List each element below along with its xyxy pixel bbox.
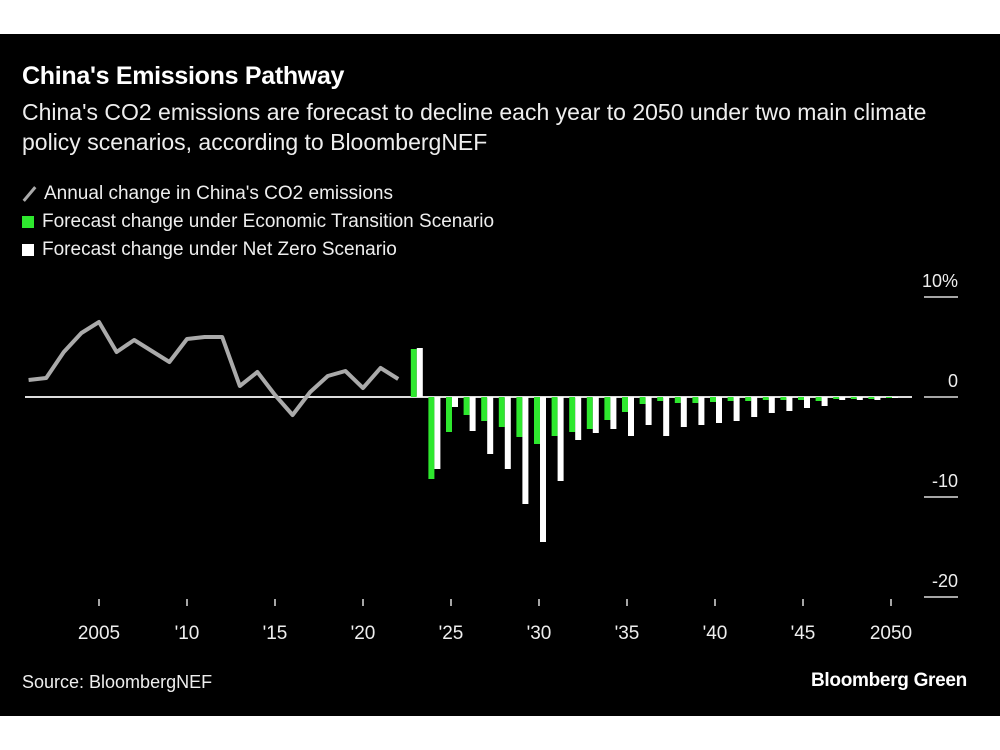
bar-net-zero — [469, 397, 476, 431]
bar-economic-transition — [762, 397, 769, 400]
legend-item-net-zero: Forecast change under Net Zero Scenario — [22, 236, 494, 264]
bar-net-zero — [487, 397, 494, 454]
green-swatch-icon — [22, 216, 34, 228]
plot-area: 10% 0 -10 -20 2005 '10 '15 '20 '25 '30 '35 '40 '45 20… — [25, 271, 958, 644]
bar-economic-transition — [886, 397, 892, 398]
bar-net-zero — [839, 397, 846, 400]
bar-net-zero — [751, 397, 758, 417]
bar-economic-transition — [534, 397, 540, 444]
source-note: Source: BloombergNEF — [22, 672, 213, 692]
bar-economic-transition — [745, 397, 752, 401]
bar-economic-transition — [516, 397, 523, 437]
bar-net-zero — [557, 397, 564, 481]
bar-net-zero — [540, 397, 546, 542]
emissions-line — [28, 320, 400, 417]
x-tick-label: '45 — [791, 623, 816, 644]
bar-economic-transition — [727, 397, 734, 401]
bar-economic-transition — [604, 397, 611, 420]
bar-economic-transition — [569, 397, 576, 432]
x-tick-label: '20 — [351, 623, 376, 644]
bar-economic-transition — [639, 397, 646, 404]
bar-economic-transition — [622, 397, 628, 412]
chart-subtitle: China's CO2 emissions are forecast to de… — [22, 99, 927, 155]
bar-net-zero — [680, 397, 687, 427]
y-tick-label: 0 — [948, 371, 958, 391]
bar-economic-transition — [710, 397, 716, 402]
white-swatch-icon — [22, 244, 34, 256]
legend-label: Forecast change under Economic Transitio… — [42, 211, 495, 232]
x-tick-label: '25 — [439, 623, 464, 644]
bar-economic-transition — [833, 397, 840, 399]
bar-economic-transition — [551, 397, 558, 436]
bar-net-zero — [804, 397, 810, 408]
bar-economic-transition — [428, 397, 435, 479]
bar-economic-transition — [850, 397, 857, 399]
bar-net-zero — [628, 397, 634, 436]
y-tick-label: -10 — [932, 471, 958, 491]
bar-net-zero — [575, 397, 582, 440]
bar-economic-transition — [463, 397, 470, 415]
x-tick-label: '40 — [703, 623, 728, 644]
bar-net-zero — [821, 397, 828, 406]
bar-economic-transition — [410, 349, 417, 397]
x-tick-label: '10 — [175, 623, 200, 644]
bar-net-zero — [892, 397, 898, 398]
chart-panel: China's Emissions Pathway China's CO2 em… — [0, 34, 1000, 716]
bar-net-zero — [856, 397, 863, 400]
bar-economic-transition — [498, 397, 505, 427]
legend-item-economic-transition: Forecast change under Economic Transitio… — [22, 208, 494, 236]
bar-net-zero — [434, 397, 441, 469]
chart-title: China's Emissions Pathway — [22, 62, 345, 90]
x-tick-label: 2050 — [870, 623, 912, 644]
bar-economic-transition — [868, 397, 875, 399]
x-tick-label: '15 — [263, 623, 288, 644]
bar-net-zero — [716, 397, 722, 423]
bar-economic-transition — [481, 397, 488, 421]
legend-item-line: Annual change in China's CO2 emissions — [22, 180, 494, 208]
bar-net-zero — [452, 397, 458, 407]
legend-label: Annual change in China's CO2 emissions — [44, 183, 393, 204]
bar-economic-transition — [780, 397, 787, 400]
bar-economic-transition — [586, 397, 593, 429]
bar-economic-transition — [815, 397, 822, 401]
bloomberg-green-logo: Bloomberg Green — [811, 670, 967, 691]
x-tick-label: 2005 — [78, 623, 120, 644]
bar-net-zero — [645, 397, 652, 425]
bar-net-zero — [768, 397, 775, 413]
bar-net-zero — [786, 397, 793, 411]
bar-net-zero — [733, 397, 740, 421]
legend-label: Forecast change under Net Zero Scenario — [42, 239, 397, 260]
x-tick-label: '35 — [615, 623, 640, 644]
bar-net-zero — [504, 397, 511, 469]
bar-economic-transition — [674, 397, 681, 403]
bar-net-zero — [698, 397, 705, 425]
bar-net-zero — [663, 397, 670, 436]
y-tick-label: 10% — [922, 271, 958, 291]
x-tick-label: '30 — [527, 623, 552, 644]
bar-economic-transition — [692, 397, 699, 403]
legend: Annual change in China's CO2 emissions F… — [22, 180, 494, 264]
bar-economic-transition — [657, 397, 664, 401]
y-tick-label: -20 — [932, 571, 958, 591]
bar-economic-transition — [446, 397, 452, 432]
bar-net-zero — [610, 397, 617, 429]
bar-net-zero — [522, 397, 529, 504]
bar-economic-transition — [798, 397, 804, 400]
bar-net-zero — [416, 348, 423, 397]
bar-net-zero — [592, 397, 599, 433]
bar-net-zero — [874, 397, 881, 400]
